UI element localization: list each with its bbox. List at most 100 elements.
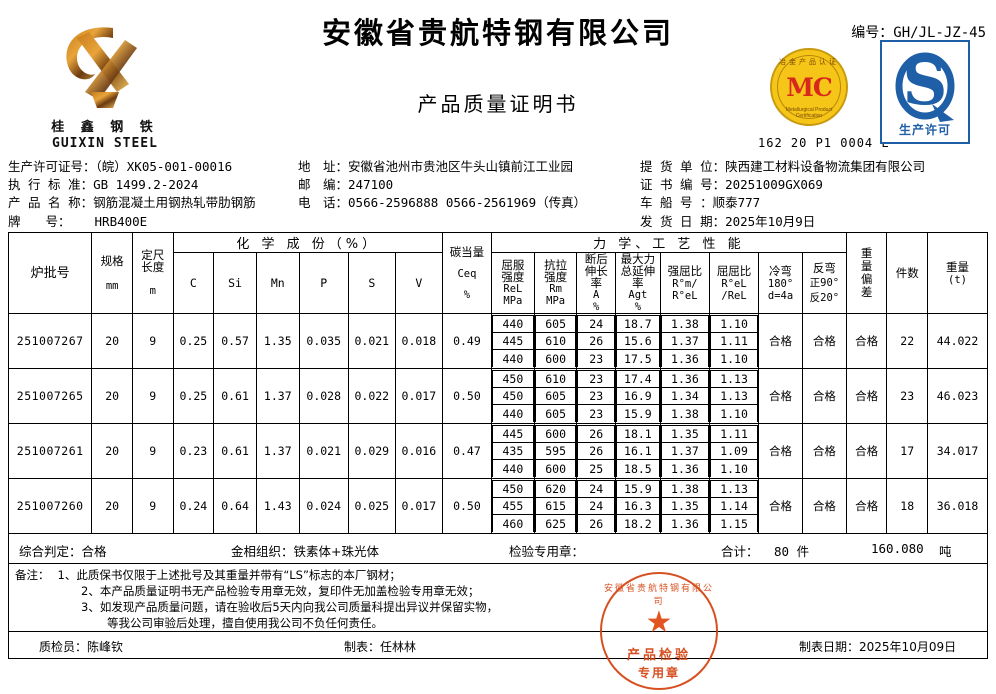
sub-cell: 450 bbox=[492, 370, 534, 389]
cell-heat-no: 251007267 bbox=[7, 313, 93, 369]
sub-cell: 26 bbox=[577, 332, 615, 351]
cell-elongation: 24 26 23 bbox=[576, 313, 616, 369]
sub-cell: 440 bbox=[492, 404, 534, 422]
th-pieces: 件数 bbox=[886, 232, 929, 314]
cell-length: 9 bbox=[131, 313, 174, 369]
sub-cell: 605 bbox=[534, 404, 577, 422]
cell-c: 0.25 bbox=[172, 313, 215, 369]
sub-cell: 15.9 bbox=[615, 480, 660, 499]
sub-cell: 1.36 bbox=[660, 459, 709, 477]
cell-ceq: 0.47 bbox=[441, 423, 493, 479]
cell-rebend: 合格 bbox=[801, 423, 847, 479]
sub-cell: 1.15 bbox=[709, 514, 759, 532]
sub-cell: 1.38 bbox=[660, 480, 709, 499]
form-number: 编号：GH/JL-JZ-45 bbox=[851, 25, 986, 41]
cell-mn: 1.37 bbox=[255, 423, 300, 479]
cell-heat-no: 251007260 bbox=[7, 478, 93, 534]
cell-length: 9 bbox=[131, 423, 174, 479]
th-weight-deviation: 重量偏差 bbox=[845, 232, 888, 314]
sub-cell: 615 bbox=[534, 497, 577, 516]
sub-cell: 1.14 bbox=[709, 497, 759, 516]
sub-cell: 1.10 bbox=[709, 459, 759, 477]
sub-cell: 440 bbox=[492, 349, 534, 367]
preparer: 制表：任林林 bbox=[344, 640, 417, 654]
cell-length: 9 bbox=[131, 368, 174, 424]
table-head: 炉批号 规格 mm 定尺 长度 m 化 学 成 份（%） 碳当量 Ceq % bbox=[7, 232, 988, 314]
total-label: 合计： bbox=[721, 544, 759, 559]
cell-yield-strength: 440 445 440 bbox=[491, 313, 535, 369]
mc-certification-seal-icon: 冶金产品认证 MC Metallurgical Product Certific… bbox=[770, 48, 848, 126]
sub-cell: 1.13 bbox=[709, 370, 759, 389]
page-header: 桂 鑫 钢 铁 GUIXIN STEEL 安徽省贵航特钢有限公司 产品质量证明书… bbox=[0, 0, 996, 158]
sub-cell: 1.37 bbox=[660, 442, 709, 461]
sub-cell: 610 bbox=[534, 332, 577, 351]
cell-s: 0.021 bbox=[347, 313, 396, 369]
info-ship-date: 发 货 日 期：2025年10月9日 bbox=[640, 213, 816, 229]
cell-strength-ratio: 1.35 1.37 1.36 bbox=[659, 423, 710, 479]
total-pieces: 80 件 bbox=[774, 544, 810, 559]
cell-tensile-strength: 620 615 625 bbox=[533, 478, 578, 534]
cell-spec: 20 bbox=[91, 423, 133, 479]
th-cold-bend: 冷弯 180° d=4a bbox=[758, 252, 803, 314]
cell-length: 9 bbox=[131, 478, 174, 534]
cell-spec: 20 bbox=[91, 478, 133, 534]
cell-mn: 1.35 bbox=[255, 313, 300, 369]
sub-cell: 26 bbox=[577, 425, 615, 444]
cell-elongation: 23 23 23 bbox=[576, 368, 616, 424]
sub-cell: 1.10 bbox=[709, 404, 759, 422]
cell-agt: 15.9 16.3 18.2 bbox=[614, 478, 661, 534]
th-agt: 最大力 总延伸率 Agt % bbox=[614, 252, 661, 314]
sub-cell: 440 bbox=[492, 315, 534, 334]
sub-cell: 17.4 bbox=[615, 370, 660, 389]
sub-cell: 23 bbox=[577, 370, 615, 389]
remarks-line-1: 备注： 1、此质保书仅限于上述批号及其重量并带有“LS”标志的本厂钢材； bbox=[15, 568, 401, 582]
cell-agt: 18.7 15.6 17.5 bbox=[614, 313, 661, 369]
remarks-block: 备注： 1、此质保书仅限于上述批号及其重量并带有“LS”标志的本厂钢材； 2、本产… bbox=[8, 564, 988, 632]
sub-cell: 26 bbox=[577, 514, 615, 532]
info-phone: 电 话：0566-2596888 0566-2561969（传真） bbox=[298, 195, 587, 211]
cell-cold-bend: 合格 bbox=[758, 368, 803, 424]
sub-cell: 1.13 bbox=[709, 387, 759, 406]
remarks-line-3: 3、如发现产品质量问题，请在验收后5天内向我公司质量科提出异议并保留实物， bbox=[81, 600, 499, 614]
sub-cell: 23 bbox=[577, 387, 615, 406]
cell-weight-deviation: 合格 bbox=[845, 478, 888, 534]
cell-yield-strength: 445 435 440 bbox=[491, 423, 535, 479]
th-elongation: 断后 伸长率 A % bbox=[576, 252, 616, 314]
cell-spec: 20 bbox=[91, 313, 133, 369]
cell-yield-ratio: 1.11 1.09 1.10 bbox=[708, 423, 760, 479]
sub-cell: 1.09 bbox=[709, 442, 759, 461]
cell-weight-deviation: 合格 bbox=[845, 313, 888, 369]
cell-pieces: 17 bbox=[886, 423, 929, 479]
th-yield-ratio: 屈屈比 R°eL /ReL bbox=[708, 252, 760, 314]
info-product-name: 产 品 名 称：钢筋混凝土用钢热轧带肋钢筋 bbox=[8, 195, 256, 211]
cell-si: 0.61 bbox=[213, 368, 257, 424]
info-address: 地 址：安徽省池州市贵池区牛头山镇前江工业园 bbox=[298, 159, 574, 174]
sub-cell: 18.7 bbox=[615, 315, 660, 334]
logo-english-text: GUIXIN STEEL bbox=[52, 136, 158, 151]
cell-v: 0.016 bbox=[394, 423, 443, 479]
sub-cell: 450 bbox=[492, 480, 534, 499]
sub-cell: 1.38 bbox=[660, 404, 709, 422]
sub-cell: 460 bbox=[492, 514, 534, 532]
cell-tensile-strength: 600 595 600 bbox=[533, 423, 578, 479]
cell-p: 0.024 bbox=[298, 478, 349, 534]
sub-cell: 600 bbox=[534, 425, 577, 444]
sub-cell: 25 bbox=[577, 459, 615, 477]
cell-rebend: 合格 bbox=[801, 313, 847, 369]
th-length: 定尺 长度 m bbox=[131, 232, 174, 314]
info-postcode: 邮 编：247100 bbox=[298, 177, 394, 193]
table-row: 251007265 20 9 0.25 0.61 1.37 0.028 0.022 0.017 0… bbox=[7, 368, 988, 424]
mc-certificate-code: 162 20 P1 0004 L bbox=[758, 136, 890, 150]
info-block: 生产许可证号：（皖）XK05-001-00016 执 行 标 准：GB 1499… bbox=[0, 158, 996, 232]
th-tensile-strength: 抗拉 强度 Rm MPa bbox=[533, 252, 578, 314]
mc-seal-text: MC bbox=[786, 72, 833, 102]
cell-ceq: 0.49 bbox=[441, 313, 493, 369]
cell-yield-ratio: 1.13 1.13 1.10 bbox=[708, 368, 760, 424]
inspection-stamp-label: 检验专用章： bbox=[509, 544, 585, 559]
cell-ceq: 0.50 bbox=[441, 368, 493, 424]
logo-chinese-text: 桂 鑫 钢 铁 bbox=[51, 120, 159, 135]
sub-cell: 440 bbox=[492, 459, 534, 477]
sub-cell: 24 bbox=[577, 480, 615, 499]
total-weight: 160.080 bbox=[871, 541, 924, 556]
